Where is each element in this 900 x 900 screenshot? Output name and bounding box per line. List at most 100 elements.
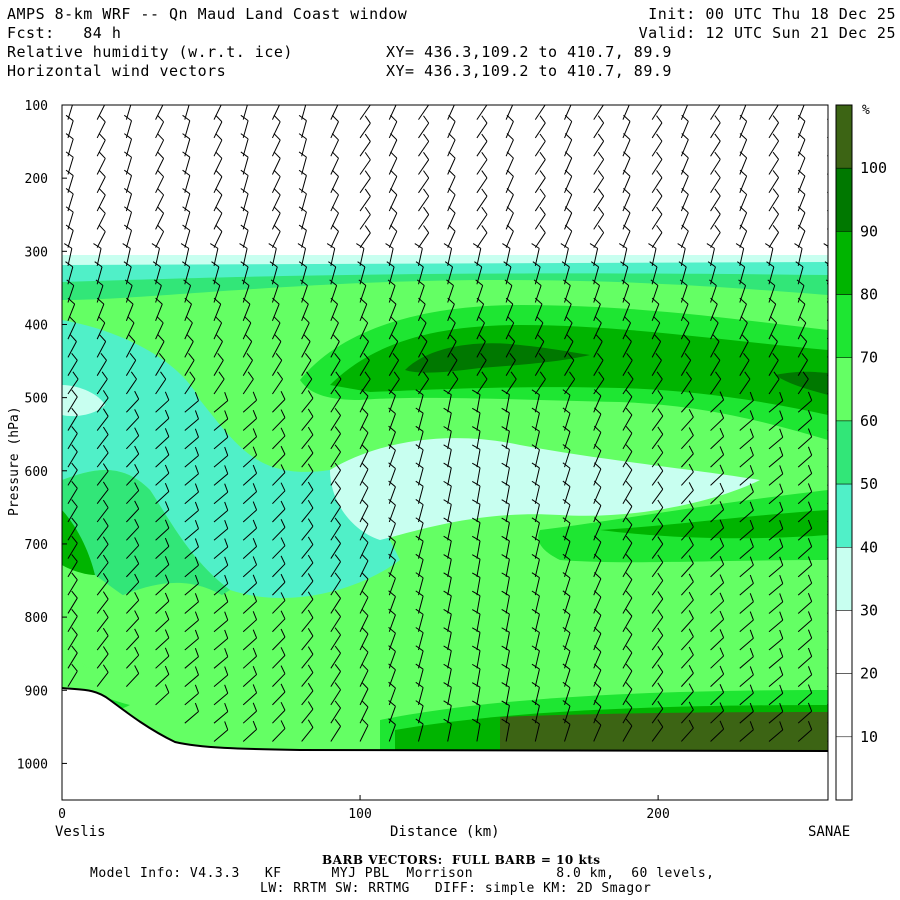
wind-barb-flag: [807, 483, 813, 492]
wind-barb-shaft: [272, 527, 286, 541]
wind-barb-flag: [224, 483, 229, 493]
wind-barb-shaft: [651, 360, 662, 376]
wind-barb-flag: [361, 480, 369, 488]
wind-barb-shaft: [418, 214, 430, 230]
wind-barb-flag: [280, 628, 286, 638]
wind-barb-shaft: [593, 633, 602, 651]
wind-barb-shaft: [447, 614, 452, 632]
wind-barb-shaft: [768, 638, 784, 651]
wind-barb-shaft: [768, 341, 778, 358]
wind-barb-flag: [623, 206, 631, 214]
wind-barb-shaft: [739, 729, 754, 742]
wind-barb-flag: [157, 206, 164, 214]
wind-barb-shaft: [330, 451, 341, 468]
wind-barb-shaft: [593, 341, 603, 358]
wind-barb-flag: [749, 721, 754, 730]
wind-barb-shaft: [96, 378, 108, 395]
wind-barb-shaft: [67, 138, 74, 157]
wind-barb-flag: [797, 151, 806, 159]
wind-barb-flag: [66, 279, 75, 286]
wind-barb-shaft: [739, 285, 747, 303]
wind-barb-shaft: [184, 637, 199, 651]
wind-barb-shaft: [768, 674, 784, 687]
wind-barb-shaft: [710, 285, 717, 303]
wind-barb-flag: [562, 389, 571, 396]
wind-barb-flag: [182, 206, 191, 213]
wind-barb-flag: [779, 611, 784, 621]
wind-barb-flag: [252, 592, 258, 602]
wind-barb-shaft: [125, 285, 133, 303]
wind-barb-shaft: [96, 470, 109, 486]
wind-barb-shaft: [622, 524, 633, 541]
wind-barb-flag: [388, 681, 396, 689]
wind-barb-shaft: [242, 436, 257, 450]
wind-barb-flag: [164, 684, 170, 693]
colorbar-level-label: 100: [860, 159, 887, 177]
wind-barb-flag: [656, 188, 663, 197]
wind-barb-flag: [224, 593, 229, 603]
wind-barb-shaft: [184, 674, 199, 687]
wind-barb-flag: [593, 297, 601, 305]
wind-barb-flag: [123, 133, 132, 140]
wind-barb-flag: [364, 225, 371, 234]
wind-barb-flag: [307, 664, 314, 673]
wind-barb-flag: [331, 188, 339, 196]
wind-barb-shaft: [797, 175, 806, 193]
wind-barb-flag: [280, 409, 286, 418]
wind-barb-flag: [481, 170, 488, 179]
wind-barb-flag: [443, 535, 452, 542]
wind-barb-shaft: [301, 525, 314, 541]
wind-barb-flag: [334, 352, 341, 361]
wind-barb-flag: [539, 371, 546, 380]
wind-barb-shaft: [388, 139, 398, 157]
wind-barb-shaft: [184, 692, 199, 706]
wind-barb-shaft: [388, 176, 398, 193]
wind-barb-flag: [501, 609, 510, 615]
wind-barb-shaft: [418, 141, 430, 157]
wind-barb-shaft: [213, 303, 222, 322]
wind-barb-flag: [531, 480, 540, 487]
wind-barb-flag: [98, 151, 106, 159]
wind-barb-flag: [779, 629, 784, 639]
wind-barb-flag: [361, 608, 369, 616]
wind-barb-shaft: [476, 122, 488, 139]
wind-barb-flag: [471, 517, 481, 523]
wind-barb-shaft: [797, 692, 813, 706]
wind-barb-shaft: [768, 303, 777, 322]
wind-barb-shaft: [739, 418, 754, 431]
wind-barb-shaft: [359, 341, 369, 358]
wind-barb-shaft: [272, 417, 286, 431]
wind-barb-shaft: [242, 729, 257, 742]
wind-barb-flag: [531, 718, 540, 725]
wind-barb-shaft: [301, 416, 314, 431]
wind-barb-flag: [216, 97, 222, 103]
wind-barb-shaft: [534, 431, 540, 449]
wind-barb-shaft: [213, 674, 229, 687]
wind-barb-shaft: [710, 600, 724, 614]
wind-barb-shaft: [155, 105, 164, 120]
wind-barb-shaft: [330, 231, 339, 248]
wind-barb-shaft: [125, 248, 131, 267]
wind-barb-flag: [471, 718, 481, 725]
wind-barb-flag: [505, 297, 514, 305]
wind-barb-shaft: [680, 672, 694, 687]
wind-barb-shaft: [476, 341, 486, 358]
wind-barb-shaft: [213, 360, 224, 376]
wind-barb-shaft: [739, 711, 754, 724]
model-info-line1: Model Info: V4.3.3 KF MYJ PBL Morrison 8…: [90, 866, 715, 881]
wind-barb-shaft: [505, 378, 517, 395]
wind-barb-flag: [625, 334, 632, 342]
wind-barb-shaft: [271, 158, 281, 175]
wind-barb-flag: [364, 152, 371, 161]
wind-barb-flag: [562, 498, 571, 506]
wind-barb-shaft: [330, 158, 339, 175]
wind-barb-flag: [593, 498, 602, 506]
wind-barb-flag: [252, 574, 258, 584]
wind-barb-flag: [749, 501, 754, 511]
wind-barb-flag: [807, 446, 813, 456]
wind-barb-flag: [164, 519, 170, 529]
colorbar-level-label: 30: [860, 601, 878, 619]
wind-barb-shaft: [67, 378, 79, 395]
wind-barb-shaft: [418, 303, 426, 322]
wind-barb-shaft: [242, 378, 254, 395]
